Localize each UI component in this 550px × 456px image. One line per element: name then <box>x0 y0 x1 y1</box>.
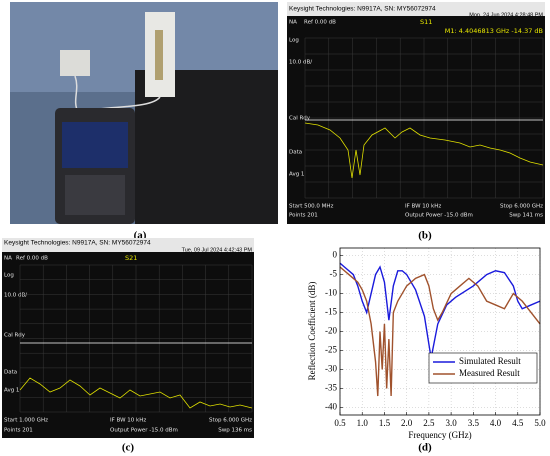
power: Output Power -15.0 dBm <box>110 428 178 434</box>
side: Cal Rdy <box>289 116 311 122</box>
ref: Ref 0.00 dB <box>16 256 48 262</box>
y-tick-label: -25 <box>325 345 337 355</box>
antenna-patch <box>155 30 163 80</box>
antenna-2 <box>60 50 90 76</box>
series-line <box>339 262 541 359</box>
legend-label: Measured Result <box>459 368 520 378</box>
y-axis-label: Reflection Coefficient (dB) <box>307 282 317 381</box>
x-tick-label: 5.0 <box>534 418 546 428</box>
x-tick-label: 3.0 <box>445 418 457 428</box>
y-tick-label: -30 <box>325 364 337 374</box>
title-bar <box>287 2 545 16</box>
analyzer-screen <box>62 122 128 168</box>
x-tick-label: 1.5 <box>379 418 391 428</box>
header: Keysight Technologies: N9917A, SN: MY560… <box>289 6 436 13</box>
side: Cal Rdy <box>4 333 26 339</box>
side: Log <box>289 38 299 44</box>
side: Data <box>289 150 302 156</box>
y-tick-label: -40 <box>325 401 337 411</box>
header: Keysight Technologies: N9917A, SN: MY560… <box>4 240 151 247</box>
screen-grid <box>304 37 544 199</box>
side: 10.0 dB/ <box>4 293 27 299</box>
screenshot: Keysight Technologies: N9917A, SN: MY560… <box>287 2 545 224</box>
x-tick-label: 1.0 <box>357 418 369 428</box>
points: Points 201 <box>289 213 318 219</box>
caption: (d) <box>418 442 432 454</box>
side: Data <box>4 370 17 376</box>
screenshot: Keysight Technologies: N9917A, SN: MY560… <box>2 238 254 438</box>
x-tick-label: 3.5 <box>468 418 480 428</box>
x-tick-label: 4.0 <box>490 418 502 428</box>
side: 10.0 dB/ <box>289 60 312 66</box>
datetime: Tue, 09 Jul 2024 4:42:43 PM <box>182 247 253 253</box>
y-tick-label: -20 <box>325 326 337 336</box>
y-tick-label: -5 <box>330 269 338 279</box>
legend-label: Simulated Result <box>459 356 521 366</box>
marker: M1: 4.4046813 GHz -14.37 dB <box>445 27 543 35</box>
caption: (b) <box>418 230 432 242</box>
x-tick-label: 2.5 <box>423 418 435 428</box>
sweep: Swp 141 ms <box>509 213 543 219</box>
y-tick-label: -10 <box>325 288 337 298</box>
trace <box>304 122 544 179</box>
ifbw: IF BW 10 kHz <box>405 204 441 210</box>
y-tick-label: 0 <box>333 250 338 260</box>
sweep: Swp 136 ms <box>218 428 252 434</box>
stop: Stop 6.000 GHz <box>500 204 543 210</box>
param: S11 <box>420 18 432 26</box>
title-bar <box>2 238 254 252</box>
side: Log <box>4 273 14 279</box>
chart: 0 -5 -10 -15 -20 -25 -30 -35 -40 0.5 1.0 1.5 2.0 2.5 3… <box>325 247 546 428</box>
power: Output Power -15.0 dBm <box>405 213 473 219</box>
points: Points 201 <box>4 428 33 434</box>
x-tick-label: 0.5 <box>334 418 346 428</box>
caption: (c) <box>122 442 135 454</box>
screen-bg <box>287 2 545 224</box>
x-axis-label: Frequency (GHz) <box>408 430 471 440</box>
y-tick-label: -35 <box>325 382 337 392</box>
plot-frame <box>339 247 541 416</box>
side: Avg 1 <box>4 388 19 394</box>
x-tick-label: 2.0 <box>401 418 413 428</box>
y-tick-label: -15 <box>325 307 337 317</box>
legend-box <box>428 352 538 384</box>
keypad <box>65 175 125 215</box>
screen-bg <box>2 238 254 438</box>
screen-grid <box>19 264 253 413</box>
param: S21 <box>125 254 137 262</box>
start: Start 500.0 MHz <box>289 204 334 210</box>
ref: Ref 0.00 dB <box>304 20 336 26</box>
mode: NA <box>4 256 12 262</box>
stop: Stop 6.000 GHz <box>209 418 252 424</box>
photo <box>10 2 278 224</box>
mode: NA <box>289 20 297 26</box>
datetime: Mon, 24 Jun 2024 4:28:48 PM <box>469 12 543 18</box>
trace <box>19 377 253 409</box>
series-line <box>339 266 541 397</box>
start: Start 1.000 GHz <box>4 418 48 424</box>
x-tick-label: 4.5 <box>512 418 524 428</box>
ifbw: IF BW 10 kHz <box>110 418 146 424</box>
side: Avg 1 <box>289 172 304 178</box>
